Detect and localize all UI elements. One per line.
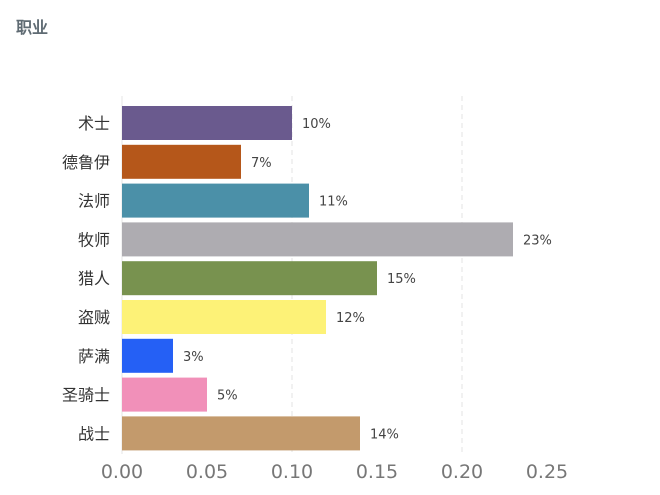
- data-label: 10%: [302, 117, 331, 132]
- chart-title: 职业: [16, 18, 49, 37]
- data-label: 15%: [387, 272, 416, 287]
- x-tick-label: 0.10: [271, 461, 313, 483]
- bar-1: [122, 144, 241, 179]
- bar-0: [122, 106, 292, 140]
- x-tick-label: 0.20: [441, 461, 483, 483]
- bar-8: [122, 416, 360, 451]
- data-label: 7%: [251, 156, 272, 171]
- category-label: 盗贼: [78, 308, 110, 327]
- x-tick-label: 0.00: [101, 461, 143, 483]
- data-label: 11%: [319, 195, 348, 210]
- x-tick-label: 0.25: [526, 461, 568, 483]
- bar-6: [122, 338, 173, 373]
- data-label: 12%: [336, 311, 365, 326]
- category-label: 法师: [78, 192, 110, 211]
- category-label: 萨满: [78, 347, 110, 366]
- data-label: 23%: [523, 233, 552, 248]
- x-tick-label: 0.15: [356, 461, 398, 483]
- data-label: 14%: [370, 427, 399, 442]
- category-label: 猎人: [78, 269, 110, 288]
- bar-5: [122, 300, 326, 334]
- data-label: 5%: [217, 389, 238, 404]
- bar-7: [122, 377, 207, 412]
- category-label: 术士: [78, 114, 110, 133]
- data-label: 3%: [183, 350, 204, 365]
- bar-2: [122, 183, 309, 218]
- category-label: 牧师: [78, 230, 110, 249]
- category-label: 圣骑士: [62, 386, 110, 405]
- category-label: 德鲁伊: [62, 153, 110, 172]
- category-label: 战士: [78, 424, 110, 443]
- bar-4: [122, 261, 377, 296]
- bar-3: [122, 222, 513, 257]
- x-tick-label: 0.05: [186, 461, 228, 483]
